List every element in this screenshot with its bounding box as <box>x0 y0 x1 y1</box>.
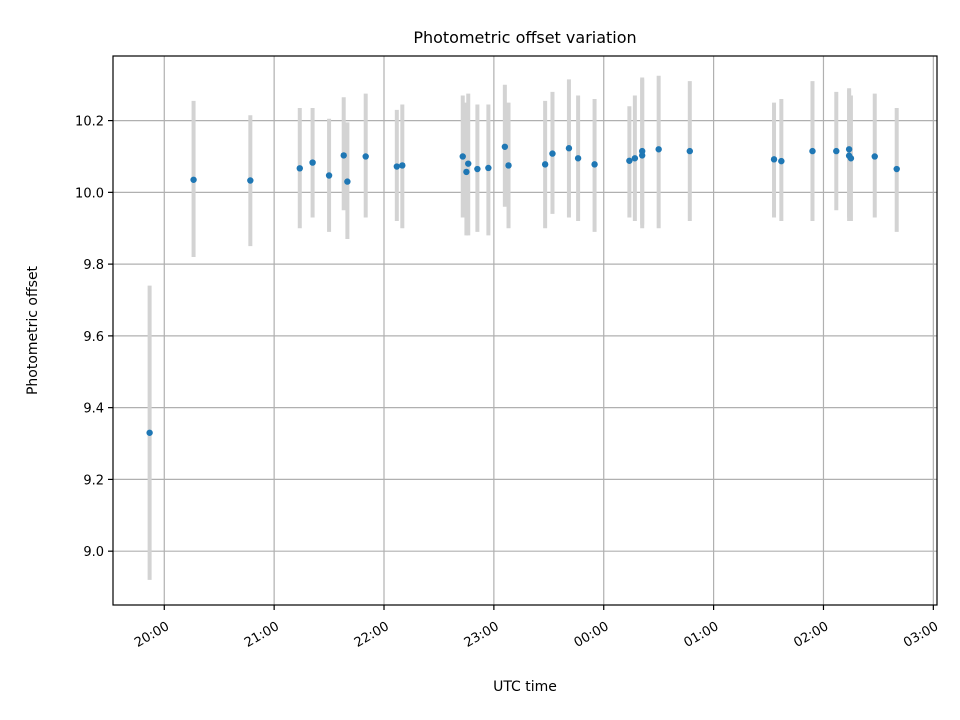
data-point <box>541 161 549 168</box>
data-point <box>399 162 406 169</box>
data-point <box>770 156 778 163</box>
data-point <box>778 157 785 165</box>
x-tick-label: 02:00 <box>791 619 831 651</box>
data-point <box>247 177 254 184</box>
data-point <box>296 165 303 172</box>
data-point <box>565 145 573 152</box>
data-point <box>505 162 512 169</box>
data-points <box>146 143 900 436</box>
data-point <box>465 160 472 167</box>
chart-title: Photometric offset variation <box>413 28 636 47</box>
data-point <box>501 143 509 150</box>
data-point <box>626 157 633 164</box>
data-point <box>845 146 853 153</box>
data-point <box>833 147 840 155</box>
data-point <box>574 155 582 162</box>
data-point <box>655 146 662 153</box>
x-axis-label: UTC time <box>493 679 557 695</box>
data-point <box>362 153 369 160</box>
x-tick-label: 00:00 <box>572 619 612 651</box>
x-tick-label: 03:00 <box>901 619 941 651</box>
data-point <box>146 429 153 436</box>
data-point <box>340 152 347 159</box>
x-tick-label: 21:00 <box>242 619 282 651</box>
y-tick-label: 10.0 <box>75 186 104 201</box>
data-point <box>686 147 693 155</box>
y-tick-label: 9.6 <box>83 330 104 345</box>
data-point <box>809 147 816 155</box>
data-point <box>474 165 481 173</box>
data-point <box>549 150 556 157</box>
data-point <box>638 147 646 155</box>
data-point <box>591 161 598 168</box>
plot-area-frame <box>112 55 938 606</box>
data-point <box>463 168 470 176</box>
y-tick-label: 10.2 <box>75 115 104 130</box>
grid-layer <box>113 56 937 605</box>
data-point <box>459 153 466 160</box>
y-axis-label: Photometric offset <box>25 265 41 395</box>
data-point <box>485 164 492 172</box>
data-point <box>344 178 351 185</box>
data-point <box>190 176 197 183</box>
x-tick-label: 22:00 <box>352 619 392 651</box>
x-tick-label: 20:00 <box>132 619 172 651</box>
data-point <box>325 172 333 179</box>
data-point <box>631 155 639 162</box>
y-tick-label: 9.4 <box>83 402 104 417</box>
y-tick-label: 9.2 <box>83 473 104 488</box>
data-point <box>871 153 878 160</box>
data-point <box>393 163 401 170</box>
data-point <box>309 159 316 166</box>
x-tick-label: 01:00 <box>681 619 721 651</box>
y-tick-label: 9.0 <box>83 545 104 560</box>
data-point <box>847 155 855 162</box>
data-point <box>893 165 900 173</box>
error-bars <box>147 75 899 580</box>
x-tick-label: 23:00 <box>462 619 502 651</box>
y-tick-label: 9.8 <box>83 258 104 273</box>
